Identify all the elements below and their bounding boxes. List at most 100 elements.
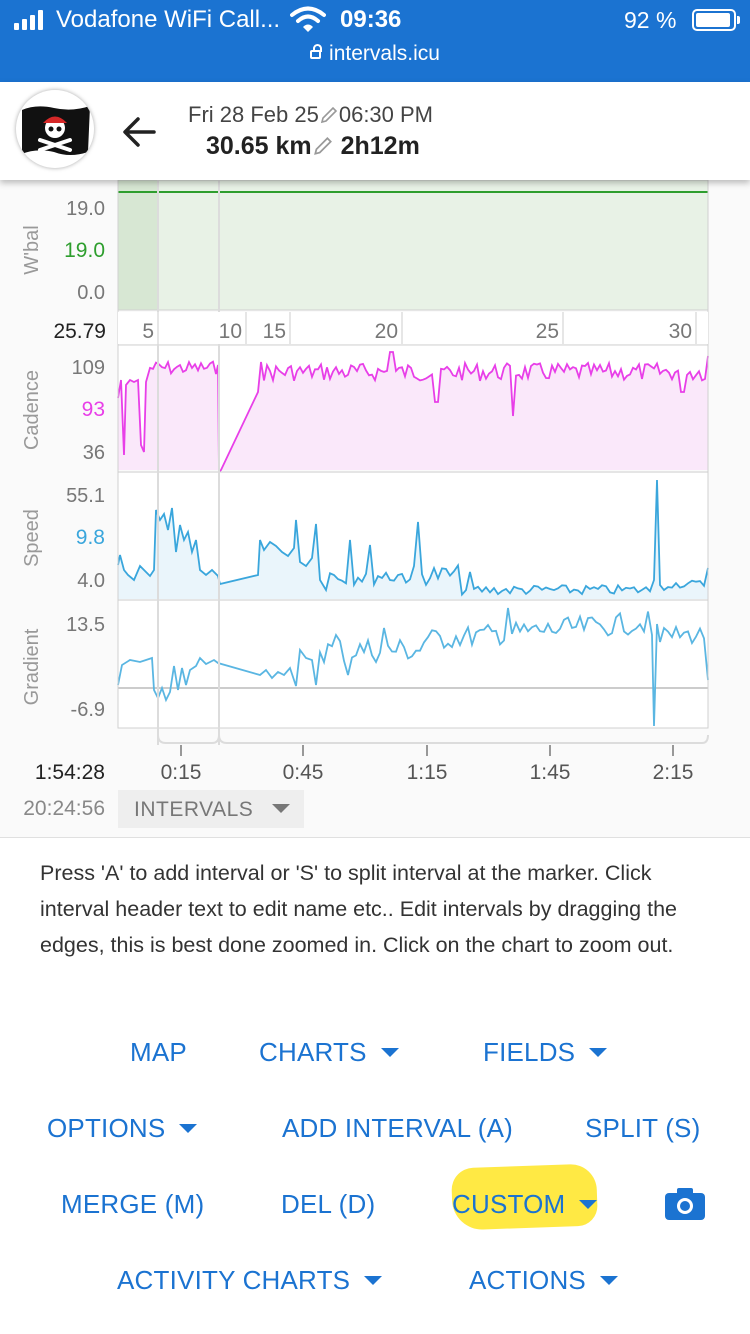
pencil-icon [313, 137, 332, 155]
actions-button-label: ACTIONS [469, 1265, 586, 1295]
charts-button-label: CHARTS [259, 1037, 367, 1067]
activity-duration: 2h12m [340, 132, 420, 160]
delete-button-label: DEL (D) [281, 1189, 376, 1219]
wifi-icon [290, 6, 326, 32]
distance-tick-label: 25 [536, 320, 559, 343]
merge-button[interactable]: MERGE (M) [61, 1189, 204, 1220]
delete-button[interactable]: DEL (D) [281, 1189, 375, 1220]
speed-min: 4.0 [77, 570, 105, 592]
cadence-max: 109 [72, 357, 105, 379]
activity-summary[interactable]: 30.65 km 2h12m [206, 132, 420, 161]
custom-button-label: CUSTOM [452, 1189, 566, 1219]
cadence-line [117, 351, 709, 475]
activity-distance: 30.65 km [206, 132, 312, 160]
activity-start-time: 06:30 PM [338, 102, 434, 127]
cadence-current: 93 [82, 398, 105, 421]
plot-frame [117, 180, 709, 729]
gradient-line [117, 607, 709, 727]
signal-icon [14, 10, 43, 30]
activity-header: Fri 28 Feb 25 06:30 PM 30.65 km 2h12m [0, 82, 750, 180]
lock-icon [310, 44, 323, 59]
split-button-label: SPLIT (S) [585, 1113, 701, 1143]
interval-bracket [157, 734, 220, 744]
speed-max: 55.1 [66, 485, 105, 507]
pencil-icon [320, 106, 337, 124]
distance-tick-label: 15 [263, 320, 286, 343]
time-tick-label: 0:45 [283, 761, 324, 784]
wbal-selected-region [118, 180, 158, 310]
chevron-down-icon [599, 1276, 618, 1285]
wbal-panel-bg [118, 180, 708, 310]
status-bar: Vodafone WiFi Call... 09:36 92 % interva… [0, 0, 750, 82]
wbal-min: 0.0 [77, 282, 105, 304]
activity-date: Fri 28 Feb 25 [188, 102, 319, 127]
map-button-label: MAP [130, 1037, 187, 1067]
wbal-max: 19.0 [66, 198, 105, 220]
add-interval-button[interactable]: ADD INTERVAL (A) [282, 1113, 513, 1144]
time-tick-label: 2:15 [653, 761, 694, 784]
distance-tick-label: 20 [375, 320, 398, 343]
map-button[interactable]: MAP [130, 1037, 187, 1068]
gradient-max: 13.5 [66, 614, 105, 636]
chart-svg[interactable]: 25.79 5 10 15 20 25 30 0:15 0:45 1:15 1:45 2:15 1… [0, 180, 750, 838]
intervals-dropdown[interactable] [118, 790, 304, 828]
chevron-down-icon [579, 1200, 598, 1209]
merge-button-label: MERGE (M) [61, 1189, 205, 1219]
cursor-time: 1:54:28 [35, 761, 105, 784]
add-interval-button-label: ADD INTERVAL (A) [282, 1113, 513, 1143]
cursor-distance: 25.79 [53, 320, 106, 343]
distance-ticks: 5 10 15 20 25 30 [142, 312, 697, 344]
fields-button[interactable]: FIELDS [483, 1037, 608, 1068]
activity-charts-button-label: ACTIVITY CHARTS [117, 1265, 351, 1295]
time-tick-label: 1:45 [530, 761, 571, 784]
actions-button[interactable]: ACTIONS [469, 1265, 618, 1296]
gradient-panel-bg [118, 601, 708, 728]
distance-tick-label: 5 [142, 320, 154, 343]
clock: 09:36 [340, 6, 402, 33]
split-button[interactable]: SPLIT (S) [585, 1113, 700, 1144]
panel-title-speed: Speed [21, 509, 43, 567]
camera-icon[interactable] [664, 1187, 706, 1221]
panel-title-cadence: Cadence [21, 370, 43, 450]
panel-title-gradient: Gradient [21, 628, 43, 705]
avatar[interactable] [16, 90, 94, 168]
time-ticks: 0:15 0:45 1:15 1:45 2:15 [161, 745, 694, 784]
distance-tick-label: 10 [219, 320, 242, 343]
gradient-min: -6.9 [71, 699, 105, 721]
chevron-down-icon [272, 804, 290, 813]
distance-tick-label: 30 [669, 320, 692, 343]
wbal-current: 19.0 [64, 239, 105, 262]
url-bar[interactable]: intervals.icu [0, 42, 750, 66]
pirate-flag-icon [22, 106, 90, 155]
distance-axis [118, 312, 708, 344]
custom-button[interactable]: CUSTOM [452, 1189, 598, 1220]
speed-line [117, 479, 709, 597]
options-button-label: OPTIONS [47, 1113, 166, 1143]
options-button[interactable]: OPTIONS [47, 1113, 198, 1144]
url-text: intervals.icu [329, 42, 440, 65]
cursor-clock: 20:24:56 [23, 797, 105, 820]
back-arrow-icon[interactable] [118, 110, 162, 154]
chevron-down-icon [179, 1124, 198, 1133]
time-tick-label: 0:15 [161, 761, 202, 784]
speed-area [118, 480, 708, 599]
intervals-dropdown-label: INTERVALS [134, 798, 253, 821]
carrier-name: Vodafone WiFi Call... [56, 6, 281, 33]
chevron-down-icon [380, 1048, 399, 1057]
activity-chart[interactable]: 25.79 5 10 15 20 25 30 0:15 0:45 1:15 1:45 2:15 1… [0, 180, 750, 838]
cadence-min: 36 [83, 442, 105, 464]
cadence-area [118, 352, 708, 472]
battery-percent: 92 % [624, 7, 677, 33]
speed-current: 9.8 [76, 526, 105, 549]
interval-bracket [218, 734, 709, 744]
panel-title-wbal: W'bal [21, 225, 43, 274]
help-text: Press 'A' to add interval or 'S' to spli… [40, 861, 678, 957]
activity-charts-button[interactable]: ACTIVITY CHARTS [117, 1265, 383, 1296]
chevron-down-icon [364, 1276, 383, 1285]
charts-button[interactable]: CHARTS [259, 1037, 399, 1068]
activity-datetime[interactable]: Fri 28 Feb 25 06:30 PM [188, 102, 433, 128]
chevron-down-icon [589, 1048, 608, 1057]
battery-icon [692, 9, 740, 31]
fields-button-label: FIELDS [483, 1037, 576, 1067]
time-tick-label: 1:15 [407, 761, 448, 784]
